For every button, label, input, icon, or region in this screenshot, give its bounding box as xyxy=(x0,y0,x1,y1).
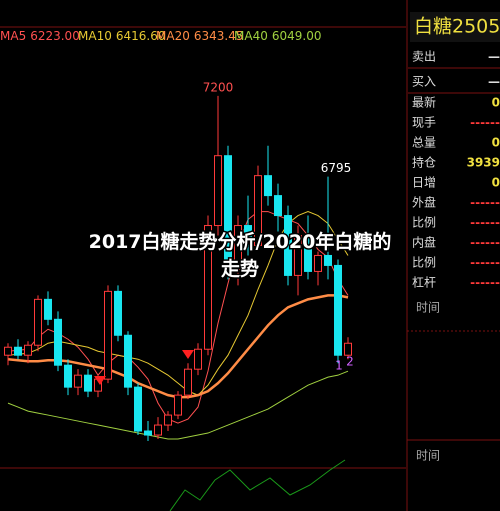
row-label: 持仓 xyxy=(412,155,436,170)
candle-body xyxy=(44,298,52,320)
quote-panel: 卖出 — 买入 — 最新 0 现手 ------ 总量 0 持仓 3939 日增 0 外盘 ------ 比例 -… xyxy=(408,50,500,463)
row-value: 0 xyxy=(492,136,500,150)
row-label: 比例 xyxy=(412,216,436,230)
indicator-line xyxy=(169,459,346,511)
candle-body xyxy=(204,225,212,350)
legend-value: 6416.60 xyxy=(116,29,166,43)
candle-body xyxy=(124,334,132,388)
legend-value: 6049.00 xyxy=(272,29,322,43)
legend-value: 6343.45 xyxy=(194,29,244,43)
legend-item: MA5 6223.00 xyxy=(0,29,80,43)
row-value: ------ xyxy=(470,236,500,250)
candle-body xyxy=(104,290,112,380)
candle-body xyxy=(164,414,172,426)
legend-name: MA20 xyxy=(156,29,190,43)
row-label: 日增 xyxy=(412,176,436,190)
row-value: ------ xyxy=(470,216,500,230)
candle-body xyxy=(344,342,352,356)
row-value: 3939 xyxy=(467,156,500,170)
legend-value: 6223.00 xyxy=(30,29,80,43)
row-label: 内盘 xyxy=(412,235,436,250)
signal-marker xyxy=(182,350,194,359)
candle-body xyxy=(254,175,262,246)
row-value: ------ xyxy=(470,276,500,290)
candle-body xyxy=(184,368,192,396)
row-label: 卖出 xyxy=(412,50,436,64)
signal-marker xyxy=(94,376,106,385)
row-label: 外盘 xyxy=(412,195,436,210)
high-label: 7200 xyxy=(203,80,234,94)
legend-item: MA40 6049.00 xyxy=(234,29,321,43)
row-value: 0 xyxy=(492,96,500,110)
candle-body xyxy=(84,374,92,392)
candle-body xyxy=(144,430,152,436)
legend-name: MA10 xyxy=(78,29,112,43)
legend-name: MA5 xyxy=(0,29,26,43)
row-label: 总量 xyxy=(412,136,436,150)
candle-body xyxy=(304,235,312,272)
candle-body xyxy=(334,264,342,356)
candle-body xyxy=(264,175,272,197)
candle-body xyxy=(284,215,292,276)
panel-title: 白糖2505 xyxy=(414,16,500,38)
legend-name: MA40 xyxy=(234,29,268,43)
candle-body xyxy=(194,348,202,370)
overlay-title: 2017白糖走势分析/2020年白糖的走势 xyxy=(89,230,392,280)
signal-label: 1 xyxy=(335,359,343,373)
row-value: ------ xyxy=(470,196,500,210)
row-label: 杠杆 xyxy=(412,275,436,290)
candle-body xyxy=(14,346,22,356)
legend-item: MA20 6343.45 xyxy=(156,29,243,43)
candle-body xyxy=(224,155,232,270)
candle-body xyxy=(64,364,72,388)
candle-body xyxy=(24,344,32,356)
row-label: 买入 xyxy=(412,75,436,89)
ma-line xyxy=(7,370,349,440)
candle-body xyxy=(324,254,332,266)
row-value: 0 xyxy=(492,176,500,190)
candle-body xyxy=(134,386,142,432)
candle-body xyxy=(54,318,62,366)
row-value: — xyxy=(488,75,500,89)
candle-body xyxy=(274,195,282,217)
candle-body xyxy=(244,225,252,246)
candle-body xyxy=(34,298,42,346)
legend-item: MA10 6416.60 xyxy=(78,29,165,43)
title-line: 走势 xyxy=(221,257,259,280)
candle-body xyxy=(74,374,82,388)
time-label: 时间 xyxy=(416,449,440,463)
candle-body xyxy=(114,290,122,336)
signal-label: 2 xyxy=(346,355,354,369)
panel-title-box xyxy=(410,12,500,42)
time-label: 时间 xyxy=(416,301,440,315)
row-label: 现手 xyxy=(412,116,436,130)
candle-body xyxy=(174,394,182,416)
candle-body xyxy=(4,346,12,356)
candle-body xyxy=(294,235,302,276)
candle-body xyxy=(314,254,322,272)
row-value: ------ xyxy=(470,256,500,270)
candle-body xyxy=(214,155,222,227)
title-line: 2017白糖走势分析/2020年白糖的 xyxy=(89,230,392,253)
candle-body xyxy=(154,424,162,436)
high-label: 6795 xyxy=(321,161,352,175)
candle-body xyxy=(234,225,242,270)
row-value: — xyxy=(488,50,500,64)
row-value: ------ xyxy=(470,116,500,130)
row-label: 比例 xyxy=(412,256,436,270)
row-label: 最新 xyxy=(412,95,436,110)
